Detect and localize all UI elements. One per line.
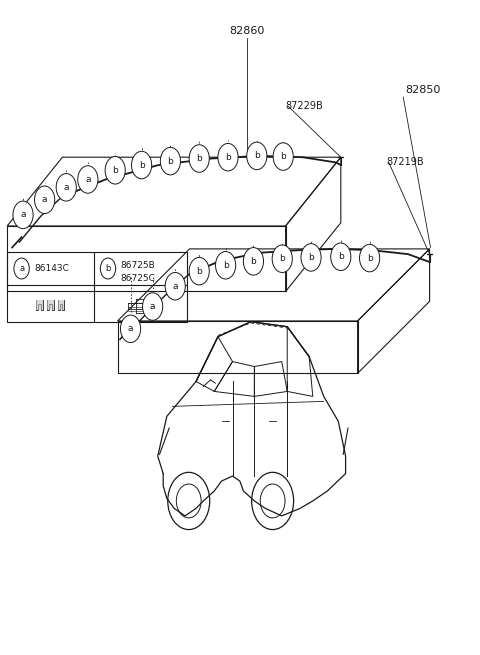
Circle shape — [13, 201, 33, 229]
Circle shape — [165, 272, 185, 300]
Text: a: a — [20, 210, 26, 219]
Text: a: a — [172, 282, 178, 291]
Text: a: a — [19, 264, 24, 273]
Circle shape — [301, 244, 321, 271]
Circle shape — [100, 258, 116, 279]
Text: 86143C: 86143C — [34, 264, 69, 273]
Text: b: b — [168, 157, 173, 166]
Text: b: b — [280, 152, 286, 161]
Text: 82850: 82850 — [406, 85, 441, 96]
Circle shape — [247, 142, 267, 170]
Text: 82860: 82860 — [229, 26, 265, 37]
Text: a: a — [85, 175, 91, 184]
Text: b: b — [139, 160, 144, 170]
Text: b: b — [196, 154, 202, 163]
Circle shape — [35, 186, 55, 214]
Circle shape — [105, 157, 125, 184]
Circle shape — [120, 315, 141, 343]
Circle shape — [56, 174, 76, 201]
Text: b: b — [367, 253, 372, 263]
Text: 86725C: 86725C — [120, 274, 156, 283]
Text: a: a — [150, 302, 156, 311]
Text: a: a — [128, 324, 133, 333]
Circle shape — [216, 252, 236, 279]
Text: a: a — [42, 195, 48, 204]
Circle shape — [243, 248, 264, 275]
Text: b: b — [196, 267, 202, 276]
Circle shape — [272, 245, 292, 272]
Circle shape — [78, 166, 98, 193]
Text: b: b — [225, 153, 231, 162]
Text: a: a — [63, 183, 69, 192]
Text: b: b — [112, 166, 118, 175]
Circle shape — [189, 257, 209, 285]
Text: b: b — [254, 151, 260, 160]
Text: b: b — [279, 254, 285, 263]
Circle shape — [160, 147, 180, 175]
Circle shape — [14, 258, 29, 279]
Bar — [7, 252, 187, 322]
Circle shape — [189, 145, 209, 172]
Text: b: b — [338, 252, 344, 261]
Circle shape — [331, 243, 351, 271]
Circle shape — [360, 244, 380, 272]
Text: 87229B: 87229B — [286, 101, 324, 111]
Text: b: b — [251, 257, 256, 266]
Circle shape — [273, 143, 293, 170]
Text: 86725B: 86725B — [120, 261, 155, 270]
Circle shape — [143, 293, 163, 320]
Circle shape — [218, 143, 238, 171]
Text: b: b — [223, 261, 228, 270]
Text: 87219B: 87219B — [386, 157, 424, 168]
Circle shape — [132, 151, 152, 179]
Text: b: b — [105, 264, 111, 273]
Text: b: b — [308, 253, 314, 262]
